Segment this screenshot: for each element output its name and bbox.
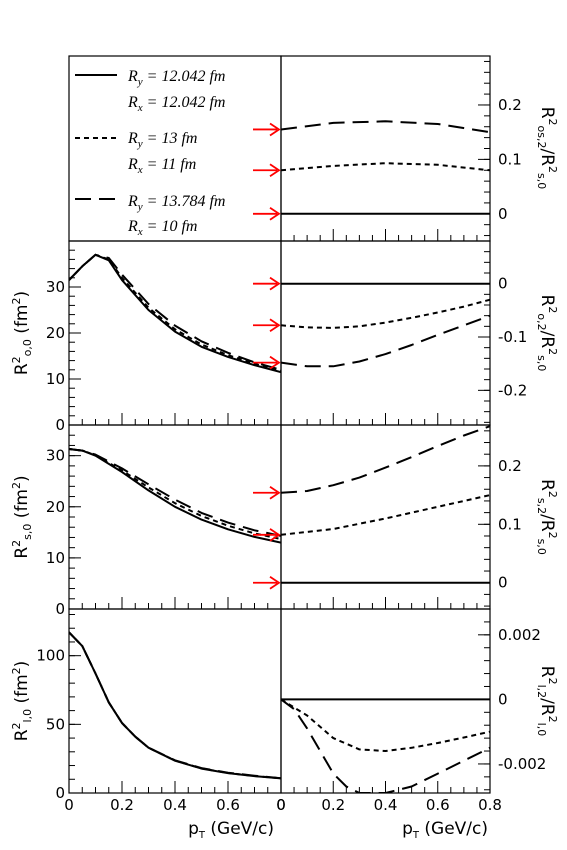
panel-frame-s2-ratio xyxy=(280,424,491,610)
xtick-label-left: 0.4 xyxy=(163,796,187,814)
series-dotted-o2-ratio xyxy=(281,298,490,329)
series-group-os2-ratio xyxy=(281,120,490,215)
xtick-label-right: 0.4 xyxy=(374,796,398,814)
ytick-label-o2-ratio: -0.2 xyxy=(498,381,527,399)
ticks-layer: 0 0.1 0.2 0 10 20 30 0 -0.1 -0.2 0 10 20 30 0 0.1 0.2 0 50… xyxy=(36,60,546,814)
ylabel-o2-ratio: R2o,2/R2s,0 xyxy=(535,295,559,372)
series-dashed-s2-ratio xyxy=(281,425,490,494)
legend-ry-dotted: Ry = 13 fm xyxy=(127,130,197,150)
arrow-head-s2-ratio xyxy=(269,486,281,500)
arrow-head-o2-ratio xyxy=(269,318,281,333)
ytick-label-s2-ratio: 0.2 xyxy=(498,457,522,475)
series-dotted-os2-ratio xyxy=(281,162,490,172)
xtick-label-left: 0 xyxy=(276,796,286,814)
xtick-label-right: 0.6 xyxy=(426,796,450,814)
xtick-label-right: 0.2 xyxy=(321,796,345,814)
legend-rx-dashed: Rx = 10 fm xyxy=(127,218,197,238)
series-dotted-l2-ratio xyxy=(281,698,490,752)
ytick-label-s0: 20 xyxy=(46,498,65,516)
series-dashed-o0 xyxy=(69,253,281,371)
ytick-label-l0: 50 xyxy=(46,715,65,733)
series-group-l0 xyxy=(69,631,281,780)
xtick-label-left: 0.2 xyxy=(110,796,134,814)
series-dashed-s0 xyxy=(69,448,281,537)
series-layer xyxy=(69,120,490,793)
series-dotted-l0 xyxy=(69,631,281,780)
arrow-head-os2-ratio xyxy=(269,163,281,178)
xtick-label-right: 0.8 xyxy=(478,796,502,814)
series-dotted-s0 xyxy=(69,448,281,540)
panel-frame-l2-ratio xyxy=(280,608,491,794)
arrows-layer xyxy=(253,122,281,590)
ylabel-o0: R2o,0 (fm2) xyxy=(10,291,34,375)
ytick-label-os2-ratio: 0.1 xyxy=(498,150,522,168)
ytick-label-o2-ratio: -0.1 xyxy=(498,328,527,346)
xtick-label-left: 0.6 xyxy=(216,796,240,814)
ytick-label-s2-ratio: 0.1 xyxy=(498,515,522,533)
ylabel-os2-ratio: R2os,2/R2s,0 xyxy=(535,107,559,190)
panel-frame-o2-ratio xyxy=(280,240,491,426)
ytick-label-s0: 10 xyxy=(46,549,65,567)
ytick-label-o0: 10 xyxy=(46,370,65,388)
ylabel-s0: R2s,0 (fm2) xyxy=(10,475,34,558)
arrow-head-o2-ratio xyxy=(269,355,281,370)
legend-panel: Ry = 12.042 fm Rx = 12.042 fm Ry = 13 fm… xyxy=(68,55,282,242)
ytick-label-o0: 0 xyxy=(55,416,65,434)
series-group-s2-ratio xyxy=(281,425,490,584)
arrow-head-s2-ratio xyxy=(269,528,281,542)
ylabel-l2-ratio: R2l,2/R2l,0 xyxy=(535,666,559,736)
legend-ry-dashed: Ry = 13.784 fm xyxy=(127,193,225,213)
ytick-label-o0: 30 xyxy=(46,278,65,296)
arrow-head-os2-ratio xyxy=(269,122,281,137)
series-group-o2-ratio xyxy=(281,282,490,368)
ytick-label-o2-ratio: 0 xyxy=(498,275,508,293)
series-dotted-s2-ratio xyxy=(281,494,490,536)
ylabel-l0: R2l,0 (fm2) xyxy=(10,661,34,742)
series-dashed-l2-ratio xyxy=(281,698,490,793)
ytick-label-l2-ratio: -0.002 xyxy=(498,755,546,773)
series-group-l2-ratio xyxy=(281,698,490,793)
ytick-label-s2-ratio: 0 xyxy=(498,574,508,592)
legend-rx-solid: Rx = 12.042 fm xyxy=(127,94,225,114)
ytick-label-o0: 20 xyxy=(46,324,65,342)
series-solid-l0 xyxy=(69,631,281,780)
series-dashed-l0 xyxy=(69,631,281,780)
panel-frame-l0 xyxy=(68,608,282,794)
series-group-s0 xyxy=(69,448,281,544)
legend-rx-dotted: Rx = 11 fm xyxy=(127,156,196,176)
xlabel-right: pT (GeV/c) xyxy=(402,819,488,841)
ytick-label-os2-ratio: 0 xyxy=(498,205,508,223)
ytick-label-os2-ratio: 0.2 xyxy=(498,96,522,114)
ytick-label-l0: 0 xyxy=(55,784,65,802)
arrow-head-o2-ratio xyxy=(269,276,281,291)
series-dotted-o0 xyxy=(69,253,281,372)
arrow-head-os2-ratio xyxy=(269,207,281,221)
ytick-label-l2-ratio: 0.002 xyxy=(498,626,541,644)
legend-ry-solid: Ry = 12.042 fm xyxy=(127,68,225,88)
ytick-label-s0: 30 xyxy=(46,447,65,465)
series-dashed-o2-ratio xyxy=(281,314,490,368)
ytick-label-s0: 0 xyxy=(55,600,65,618)
series-group-o0 xyxy=(69,253,281,374)
ytick-label-l0: 100 xyxy=(36,647,65,665)
xtick-label-left: 0 xyxy=(64,796,74,814)
panel-frame-s0 xyxy=(68,424,282,610)
xtick-label-right: 0 xyxy=(276,796,286,814)
series-dashed-os2-ratio xyxy=(281,120,490,134)
ytick-label-l2-ratio: 0 xyxy=(498,690,508,708)
arrow-head-s2-ratio xyxy=(269,575,281,590)
ylabel-s2-ratio: R2s,2/R2s,0 xyxy=(535,479,559,555)
xlabel-left: pT (GeV/c) xyxy=(188,819,274,841)
panel-frame-o0 xyxy=(68,240,282,426)
series-solid-o0 xyxy=(69,253,281,374)
